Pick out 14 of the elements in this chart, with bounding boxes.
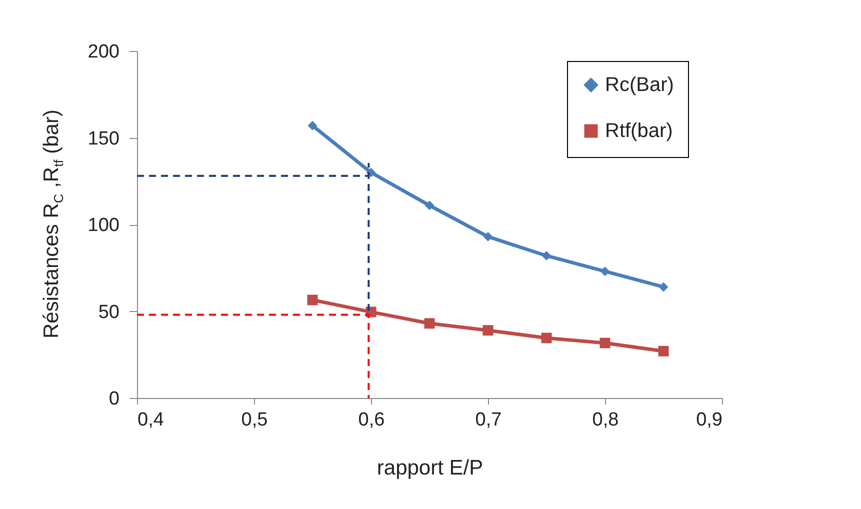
x-tick-label: 0,8	[592, 410, 619, 430]
y-tick-label: 0	[108, 388, 120, 410]
y-tick-label: 200	[88, 42, 120, 62]
y-tick-label: 50	[98, 302, 120, 323]
y-tick-label: 100	[88, 215, 120, 236]
x-tick-label: 0,6	[358, 410, 385, 430]
x-tick-label: 0,7	[475, 410, 502, 430]
y-tick-label: 150	[88, 128, 120, 150]
legend-label: Rc(Bar)	[605, 74, 674, 96]
x-tick-label: 0,5	[241, 410, 268, 430]
x-tick-label: 0,4	[138, 410, 164, 430]
x-tick-label: 0,9	[696, 410, 722, 430]
x-axis-title: rapport E/P	[376, 456, 484, 480]
legend-label: Rtf(bar)	[605, 120, 673, 142]
